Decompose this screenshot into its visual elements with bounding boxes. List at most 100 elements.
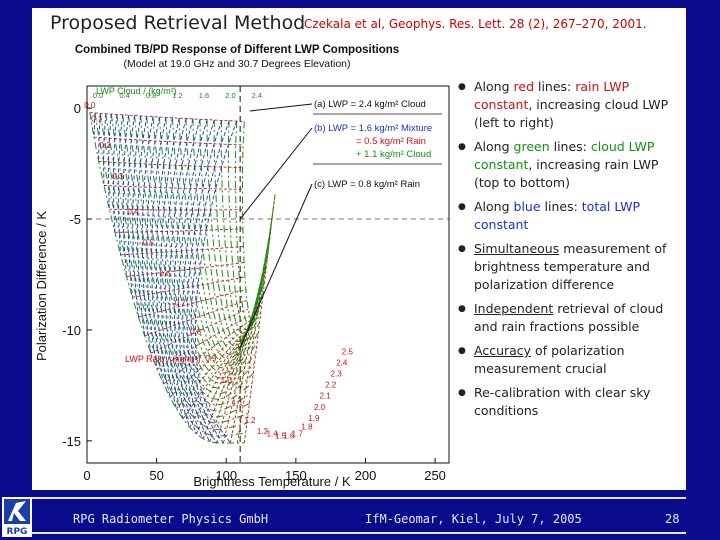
rain-lwp-value-label: 0.4	[127, 208, 139, 217]
cloud-lwp-value-label: 1.6	[199, 91, 209, 100]
total-lwp-line	[98, 113, 101, 162]
y-tick-label: -5	[69, 212, 81, 227]
rain-lwp-value-label: 1.3	[257, 427, 269, 436]
rain-lwp-value-label: 1.2	[244, 416, 256, 425]
bullet-text: Accuracy	[474, 343, 532, 358]
rain-lwp-value-label: 2.1	[320, 392, 332, 401]
rain-lwp-value-label: 2.4	[336, 358, 348, 367]
bullet-text: , increasing cloud LWP (left to right)	[474, 97, 669, 130]
x-axis-label: Brightness Temperature / K	[193, 474, 351, 489]
chart-title: Combined TB/PD Response of Different LWP…	[75, 44, 399, 56]
x-tick-label: 200	[355, 468, 377, 483]
cloud-constant-line	[172, 117, 263, 365]
annotation-pointer	[239, 183, 313, 348]
rain-lwp-value-label: 2.2	[325, 381, 337, 390]
annotation-b-rain: = 0.5 kg/m² Rain	[356, 136, 426, 147]
cloud-lwp-value-label: 2.4	[252, 91, 262, 100]
annotation-c: (c) LWP = 0.8 kg/m² Rain	[314, 179, 420, 190]
rain-lwp-value-label: 1.0	[221, 376, 233, 385]
footer-page-number: 28	[665, 512, 680, 526]
cloud-constant-line	[206, 119, 270, 343]
rain-lwp-value-label: 0.7	[175, 299, 187, 308]
cloud-lwp-value-label: 0.0	[93, 91, 103, 100]
annotation-pointer	[249, 103, 313, 112]
total-lwp-line	[164, 118, 187, 420]
x-tick-label: 0	[83, 468, 90, 483]
rain-lwp-value-label: 2.3	[331, 370, 343, 379]
bullet-text: lines:	[534, 79, 576, 94]
rain-lwp-value-label: 1.8	[301, 423, 313, 432]
bullet-text: of polarization measurement crucial	[474, 343, 625, 376]
rain-lwp-value-label: 1.6	[283, 432, 295, 441]
bullet-text: lines:	[549, 139, 591, 154]
total-lwp-line	[194, 120, 238, 444]
bullet-item: Accuracy of polarization measurement cru…	[452, 342, 684, 378]
footer-rule-bottom	[32, 532, 686, 534]
rain-lwp-value-label: 0.3	[112, 172, 124, 181]
bullet-item: Along blue lines: total LWP constant	[452, 198, 684, 234]
y-tick-label: 0	[74, 101, 81, 116]
cloud-constant-line	[234, 121, 275, 327]
cloud-constant-line	[140, 115, 257, 389]
bullet-text: Along	[474, 139, 514, 154]
bullet-list: Along red lines: rain LWP constant, incr…	[452, 78, 684, 426]
slide-reference: Czekala et al, Geophys. Res. Lett. 28 (2…	[304, 17, 647, 31]
cloud-lwp-value-label: 0.4	[119, 91, 129, 100]
total-lwp-line	[112, 114, 118, 233]
x-tick-label: 50	[149, 468, 163, 483]
total-lwp-line	[169, 118, 194, 428]
footer-org: RPG Radiometer Physics GmbH	[73, 512, 269, 526]
total-lwp-line	[132, 115, 142, 318]
x-tick-label: 250	[424, 468, 446, 483]
total-lwp-line	[186, 120, 223, 444]
rain-lwp-value-label: 1.5	[275, 432, 287, 441]
rain-lwp-value-label: 1.1	[232, 398, 244, 407]
total-lwp-line	[160, 118, 180, 410]
slide-title: Proposed Retrieval Method	[50, 12, 306, 34]
cloud-lwp-value-label: 1.2	[172, 91, 182, 100]
rain-constant-line	[216, 268, 267, 444]
bullet-item: Along green lines: cloud LWP constant, i…	[452, 138, 684, 192]
y-axis-label: Polarization Difference / K	[34, 211, 49, 361]
rain-lwp-value-label: 0.1	[91, 114, 103, 123]
rain-lwp-value-label: 0.9	[205, 354, 217, 363]
bullet-item: Re-calibration with clear sky conditions	[452, 384, 684, 420]
slide-panel: Proposed Retrieval Method Czekala et al,…	[32, 8, 686, 490]
plot-frame	[86, 85, 450, 464]
y-tick-label: -15	[62, 434, 81, 449]
cloud-constant-line	[178, 118, 264, 360]
cloud-constant-line	[227, 120, 273, 331]
rain-constant-line	[89, 112, 245, 122]
bullet-item: Independent retrieval of cloud and rain …	[452, 300, 684, 336]
cloud-constant-line	[99, 113, 248, 430]
annotation-b: (b) LWP = 1.6 kg/m² Mixture	[314, 123, 432, 134]
cloud-constant-line	[89, 112, 245, 444]
bullet-text: Re-calibration with clear sky conditions	[474, 385, 651, 418]
rain-lwp-value-label: 2.5	[342, 347, 354, 356]
total-lwp-line	[137, 116, 148, 336]
cloud-constant-line	[110, 114, 250, 418]
annotation-a: (a) LWP = 2.4 kg/m² Cloud	[314, 99, 426, 110]
bullet-text: red	[513, 79, 535, 94]
rain-lwp-value-label: 0.0	[84, 101, 96, 110]
rain-lwp-value-label: 1.4	[267, 429, 279, 438]
rain-lwp-value-label: 0.6	[159, 270, 171, 279]
annotation-pointer	[239, 127, 313, 220]
total-lwp-line	[182, 119, 215, 443]
x-tick-label: 100	[215, 468, 237, 483]
cloud-constant-line	[128, 115, 254, 400]
total-lwp-line	[190, 120, 230, 444]
total-lwp-line	[155, 117, 173, 398]
total-lwp-line	[151, 117, 167, 385]
cloud-constant-line	[213, 119, 271, 339]
total-lwp-line	[141, 116, 154, 354]
bullet-text: rain LWP constant	[474, 79, 630, 112]
bullet-item: Simultaneous measurement of brightness t…	[452, 240, 684, 294]
bullet-text: Along	[474, 79, 514, 94]
total-lwp-line	[117, 114, 124, 255]
total-lwp-line	[178, 119, 208, 439]
cloud-constant-line	[94, 112, 246, 437]
retrieval-chart: Combined TB/PD Response of Different LWP…	[34, 44, 450, 489]
total-lwp-line	[103, 113, 107, 186]
rain-constant-line	[182, 319, 257, 420]
